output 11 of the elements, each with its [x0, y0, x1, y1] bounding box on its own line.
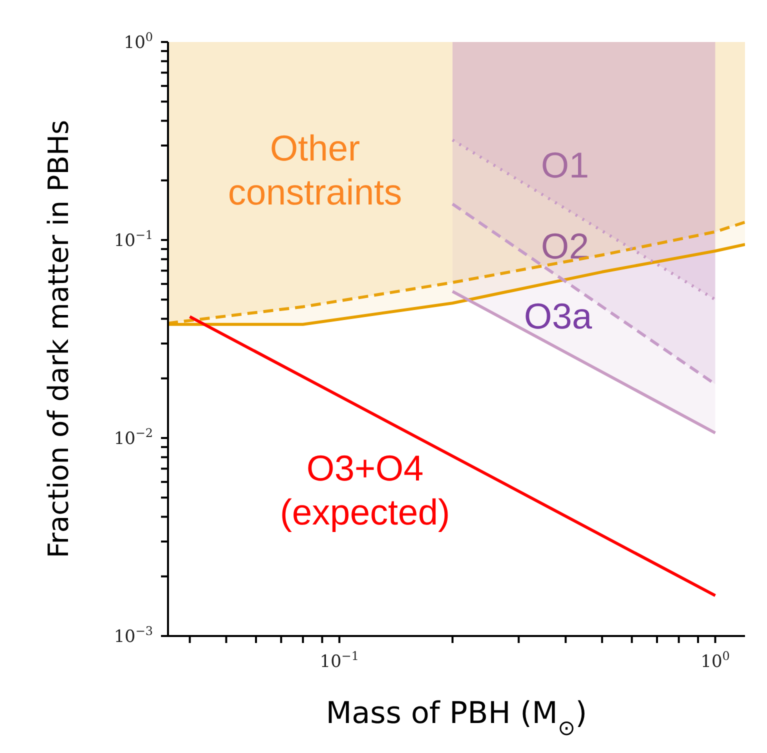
annotation: O3a [524, 296, 593, 337]
y-tick-label: 10$^{−2}$ [114, 426, 153, 449]
annotation: Other constraints [228, 128, 402, 213]
annotation: O1 [540, 144, 590, 186]
y-axis-title: Fraction of dark matter in PBHs [42, 120, 75, 558]
y-tick-label: 10$^{0}$ [124, 30, 153, 53]
annotation: O3+O4 (expected) [280, 448, 450, 533]
annotation: O2 [540, 226, 590, 267]
y-tick-label: 10$^{−3}$ [114, 624, 153, 647]
y-tick-label: 10$^{−1}$ [114, 228, 153, 251]
x-axis-title: Mass of PBH (M$_{⊙}$) [326, 696, 588, 740]
